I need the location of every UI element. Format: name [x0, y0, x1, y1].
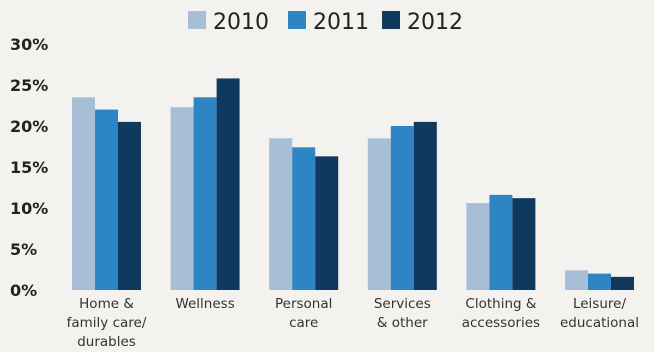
bar-2012-5 — [611, 276, 634, 290]
x-axis: Home & family care/durables Wellness Person… — [67, 296, 639, 350]
x-category-line: Wellness — [175, 296, 234, 312]
x-category-line: Home & — [79, 296, 134, 312]
y-tick-label: 0% — [10, 281, 37, 300]
legend-label-2011: 2011 — [313, 10, 369, 35]
y-tick-label: 30% — [10, 35, 48, 54]
y-tick-label: 25% — [10, 76, 48, 95]
y-tick-label: 5% — [10, 240, 37, 259]
bar-2010-4 — [466, 203, 490, 290]
bar-2011-2 — [292, 147, 316, 290]
legend: 2010 2011 2012 — [188, 10, 463, 35]
bar-2012-2 — [315, 156, 339, 290]
y-tick-label: 15% — [10, 158, 48, 177]
bar-2011-3 — [390, 126, 414, 290]
x-category-label: Wellness — [175, 296, 234, 312]
x-category-line: & other — [377, 315, 428, 331]
bar-2011-0 — [95, 109, 118, 290]
x-category-line: care — [289, 315, 318, 331]
x-category-line: Services — [374, 296, 431, 312]
x-category-line: family care/ — [67, 315, 147, 331]
x-category-line: Leisure/ — [573, 296, 626, 312]
y-axis: 0% 5% 10% 15% 20% 25% 30% — [10, 35, 48, 300]
x-category-label: Leisure/educational — [560, 296, 639, 331]
bar-2012-0 — [118, 121, 141, 291]
bar-2010-5 — [565, 270, 588, 290]
legend-swatch-2010 — [188, 11, 206, 29]
y-tick-label: 10% — [10, 199, 48, 218]
bar-2010-2 — [269, 138, 293, 290]
x-category-label: Home & family care/durables — [67, 296, 147, 350]
bar-2011-5 — [588, 273, 611, 290]
x-category-line: accessories — [462, 315, 540, 331]
bars — [72, 78, 634, 291]
legend-swatch-2012 — [382, 11, 400, 29]
legend-swatch-2011 — [288, 11, 306, 29]
bar-2011-4 — [489, 194, 513, 290]
bar-2010-1 — [170, 107, 194, 290]
bar-2012-3 — [413, 121, 437, 291]
bar-2011-1 — [193, 97, 217, 290]
x-category-line: Personal — [275, 296, 332, 312]
x-category-line: durables — [77, 334, 136, 350]
x-category-label: Services & other — [374, 296, 431, 331]
y-tick-label: 20% — [10, 117, 48, 136]
bar-2010-0 — [72, 97, 95, 290]
legend-label-2012: 2012 — [407, 10, 463, 35]
bar-2010-3 — [367, 138, 391, 290]
bar-2012-4 — [512, 198, 536, 290]
legend-label-2010: 2010 — [213, 10, 269, 35]
x-category-line: educational — [560, 315, 639, 331]
x-category-line: Clothing & — [465, 296, 536, 312]
x-category-label: Clothing & accessories — [462, 296, 540, 331]
bar-2012-1 — [216, 78, 240, 290]
x-category-label: Personal care — [275, 296, 332, 331]
